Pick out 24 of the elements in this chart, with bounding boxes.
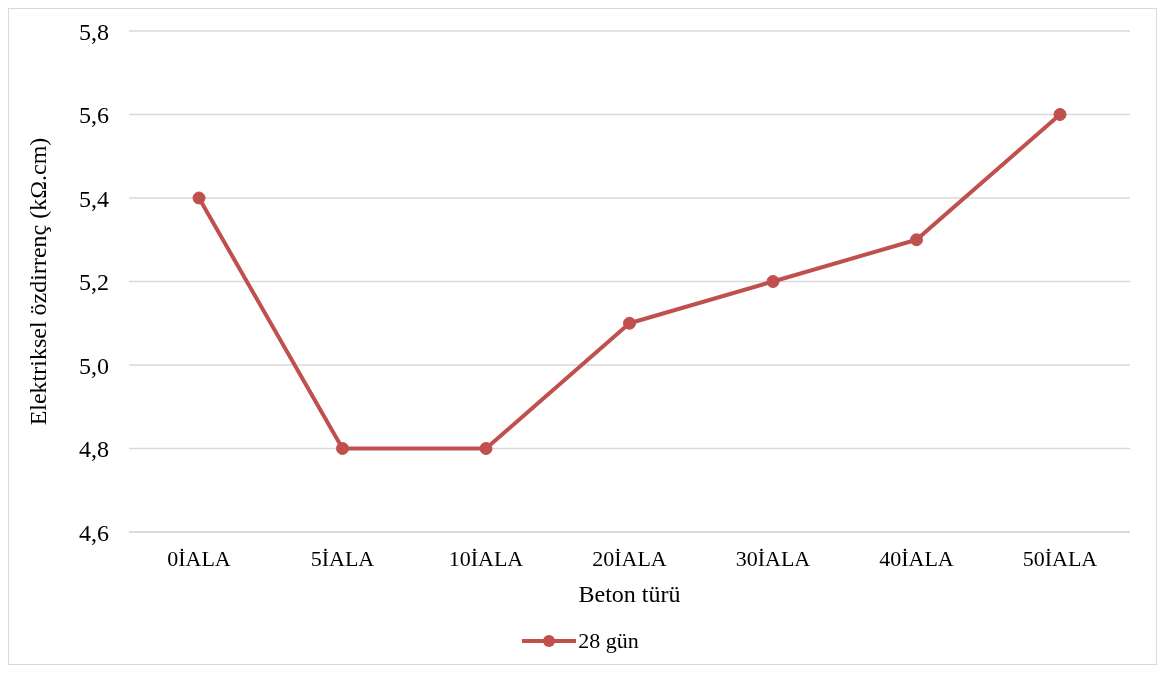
- x-tick-label: 20İALA: [592, 545, 667, 571]
- point: [336, 442, 349, 455]
- x-tick-label: 30İALA: [735, 545, 811, 571]
- x-tick-label: 40İALA: [879, 545, 954, 571]
- x-tick-label: 0İALA: [167, 545, 231, 571]
- legend-label: 28 gün: [578, 628, 639, 654]
- point: [479, 442, 493, 455]
- x-tick-label: 10İALA: [448, 545, 524, 571]
- point: [1053, 108, 1067, 121]
- y-tick-label: 4,8: [79, 436, 109, 463]
- y-tick-label: 5,8: [79, 18, 109, 45]
- y-tick-label: 5,6: [79, 102, 109, 129]
- y-tick-label: 5,4: [79, 185, 109, 212]
- y-tick-label: 5,2: [79, 269, 109, 296]
- point: [766, 275, 780, 288]
- y-tick-label: 4,6: [79, 519, 109, 546]
- x-tick-label: 5İALA: [310, 545, 375, 571]
- y-axis-title: Elektriksel özdirrenç (kΩ.cm): [24, 137, 51, 426]
- point: [623, 316, 636, 330]
- point: [910, 233, 923, 247]
- point: [192, 191, 206, 205]
- y-tick-label: 5,0: [79, 352, 109, 379]
- x-axis-title: Beton türü: [578, 581, 681, 607]
- x-tick-label: 50İALA: [1022, 545, 1098, 571]
